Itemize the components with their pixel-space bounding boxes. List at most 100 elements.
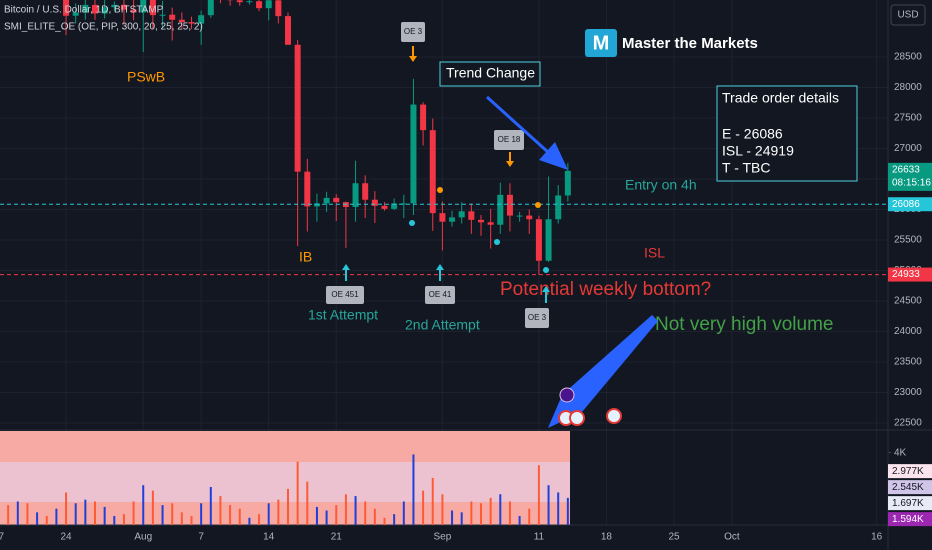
oe-box [425,286,455,304]
annotation: PSwB [127,69,165,85]
volume-bar [171,503,174,525]
arrow-shaft [563,315,658,412]
candle-body [72,12,79,16]
volume-bar [94,501,96,525]
x-tick-label: 18 [601,532,613,543]
candle-body [391,203,398,209]
candle-body [352,183,359,208]
candle-body [371,199,378,206]
candle-body [207,0,214,16]
event-icon [569,410,585,426]
plot [0,0,888,525]
candle-body [236,0,243,3]
oe-box [326,286,364,304]
oe-label: OE 18 [498,135,521,144]
volume-bar [431,477,434,525]
candle-body [256,1,263,9]
volume-bar [7,505,10,525]
y-tick-label: 22500 [894,418,922,429]
currency[interactable]: USD [897,10,918,21]
volume-bar [373,508,376,525]
volume-badge [888,496,932,511]
candle-body [458,211,465,218]
candle-body [120,4,127,10]
volume-badge-label: 2.545K [892,482,924,493]
y-tick-label: 23500 [894,357,922,368]
volume-bar [344,494,347,525]
volume-bar [287,488,289,525]
volume-bar [393,514,396,525]
annotation: Trend Change [446,65,535,81]
last-price-label: 26633 [892,165,920,176]
oe-label: OE 3 [528,313,547,322]
volume-bar [315,506,318,525]
candle-body [323,197,330,204]
signal-dot [543,267,549,273]
oe-markers: OE 3 OE 18 OE 451 OE 41 OE 3 [326,22,550,328]
volume-bar [537,465,540,525]
x-tick-label: 25 [668,532,680,543]
logo-icon-letter: M [593,32,610,54]
volume-bar [209,487,212,525]
volume-bar [277,499,280,525]
volume-badge [888,512,932,527]
volume-badge [888,480,932,495]
x-tick-label: Oct [724,532,740,543]
volume-badge-label: 1.697K [892,498,924,509]
y-tick-label: 25500 [894,235,922,246]
volume-bar [489,497,492,525]
signal-dot [494,239,500,245]
annotation: 2nd Attempt [405,317,480,333]
volume-bar [422,490,425,525]
currency-button[interactable] [890,4,926,26]
x-tick-label: 24 [60,532,72,543]
volume-bar [258,514,261,525]
candle-body [564,170,571,196]
volume-bar [45,515,48,525]
oe-arrow [409,56,417,62]
volume-bar [229,505,232,525]
volume-bar [383,517,386,525]
logo-text: Master the Markets [622,35,758,52]
x-tick-label: Sep [434,532,452,543]
volume-bar [470,501,473,525]
volume-bar [113,515,116,525]
y-tick-label: 27500 [894,113,922,124]
volume-bar [364,501,367,525]
volume-bar [267,503,270,525]
trend-change-box [439,61,541,87]
volume-bar [142,485,145,525]
volume-bar [219,496,222,525]
event-icon [606,408,622,424]
oe-arrow [436,264,444,270]
volume-bar [499,494,502,525]
x-tick-label: 16 [871,532,883,543]
signal-dot [535,202,541,208]
volume-band [0,462,570,502]
candle-body [535,219,542,261]
trade-box-line: ISL - 24919 [722,143,794,159]
volume-bar [84,499,87,525]
event-icon [559,387,575,403]
volume-bar [441,494,444,525]
candle-body [294,44,301,172]
volume-bar [122,514,125,525]
annotation: ISL [644,245,665,261]
annotation: Not very high volume [655,314,833,335]
volume-bar [161,505,164,525]
volume-bar [16,501,19,525]
countdown: 08:15:16 [892,178,931,189]
candle-body [101,7,108,14]
arrow-head [539,142,568,170]
volume-bar [103,506,106,525]
x-tick-label: 7 [198,532,204,543]
x-tick-label: 21 [331,532,343,543]
oe-arrow [342,264,350,270]
signal-dots [409,187,549,273]
volume-bar [296,461,299,525]
x-tick-label: Aug [134,532,152,543]
volume-bar [238,508,241,525]
volume-bar [402,501,405,525]
candle-body [304,171,311,207]
signal-dot [437,187,443,193]
